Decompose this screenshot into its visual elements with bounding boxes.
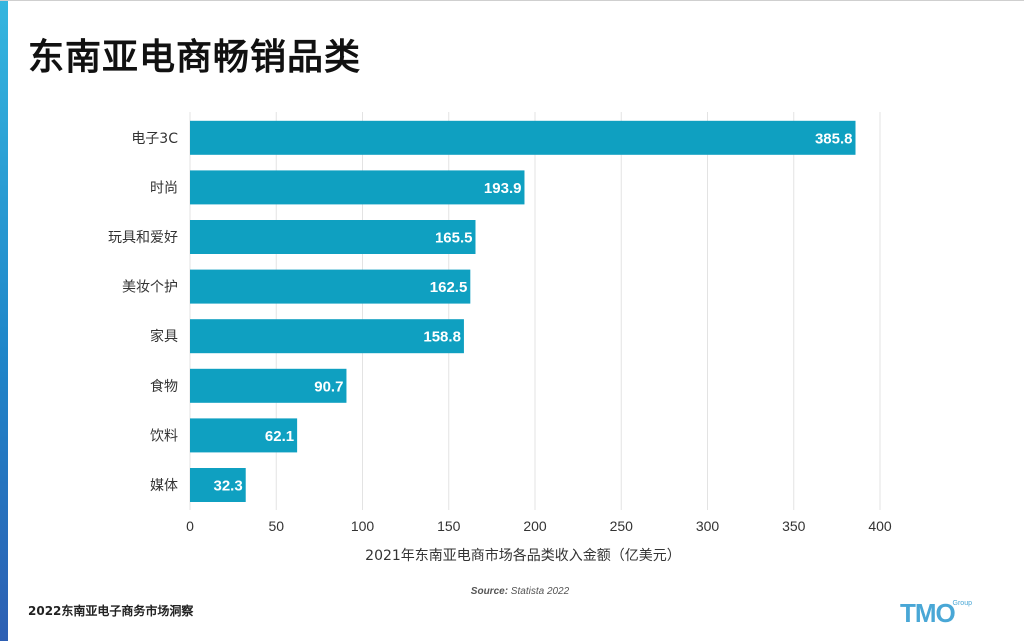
bar — [190, 319, 464, 354]
bar-value-label: 385.8 — [815, 130, 853, 147]
top-divider — [0, 0, 1024, 1]
bar-value-label: 193.9 — [484, 180, 522, 197]
x-tick-label: 0 — [186, 518, 194, 534]
x-tick-label: 200 — [523, 518, 547, 534]
bar-value-label: 162.5 — [430, 279, 468, 296]
bar-value-label: 62.1 — [265, 428, 294, 445]
logo-text: TMO — [900, 598, 956, 628]
category-label: 饮料 — [150, 428, 178, 444]
bar-value-label: 165.5 — [435, 230, 473, 247]
bar — [190, 418, 298, 453]
source-value: Statista 2022 — [508, 586, 570, 597]
x-tick-label: 150 — [437, 518, 461, 534]
x-axis-label: 2021年东南亚电商市场各品类收入金额（亿美元） — [365, 547, 681, 564]
bar — [190, 468, 246, 502]
page-title: 东南亚电商畅销品类 — [28, 37, 362, 78]
category-label: 食物 — [150, 378, 178, 395]
bar — [190, 368, 347, 403]
x-tick-label: 100 — [351, 518, 375, 534]
x-tick-label: 350 — [782, 518, 806, 534]
bar — [190, 170, 525, 205]
x-tick-label: 250 — [610, 518, 634, 534]
bar-value-label: 32.3 — [214, 478, 243, 495]
x-tick-label: 300 — [696, 518, 720, 534]
category-label: 时尚 — [150, 180, 178, 196]
company-logo: TMO Group — [900, 598, 972, 628]
x-tick-label: 50 — [268, 518, 284, 534]
footer-report-title: 2022东南亚电子商务市场洞察 — [28, 604, 194, 618]
bar-value-label: 90.7 — [314, 378, 343, 395]
category-label: 美妆个护 — [122, 280, 178, 296]
source-note: Source: Statista 2022 — [0, 586, 1024, 597]
source-label: Source: — [470, 586, 509, 597]
left-accent-bar — [0, 0, 8, 641]
category-label: 家具 — [150, 328, 178, 345]
category-label: 玩具和爱好 — [108, 230, 178, 246]
bar — [190, 220, 476, 254]
category-label: 媒体 — [150, 478, 178, 494]
logo-subtext: Group — [952, 600, 972, 607]
category-label: 电子3C — [131, 131, 178, 147]
x-tick-label: 400 — [868, 518, 892, 534]
bar — [190, 269, 471, 304]
bar — [190, 120, 856, 155]
bar-value-label: 158.8 — [423, 329, 461, 346]
